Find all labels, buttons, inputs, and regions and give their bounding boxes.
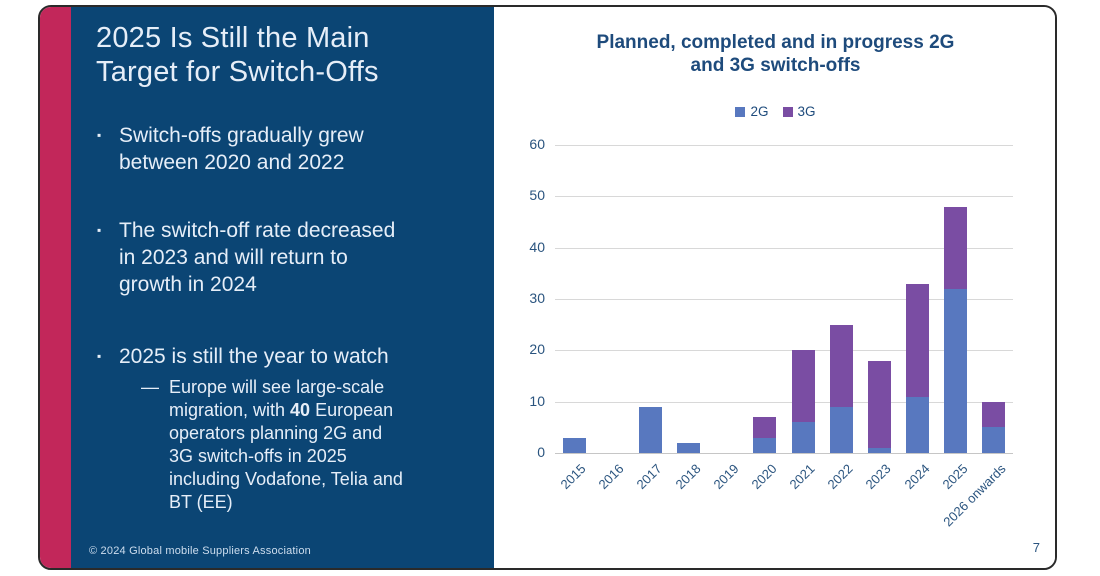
bar-2g-2025 (944, 288, 968, 453)
y-axis-tick-label: 20 (529, 341, 545, 358)
x-axis-tick-label: 2019 (710, 461, 742, 493)
gridline-y20 (555, 350, 1013, 352)
left-panel: 2025 Is Still the Main Target for Switch… (71, 7, 494, 568)
bullet-text: The switch-off rate decreased in 2023 an… (119, 219, 396, 296)
y-axis-tick-label: 30 (529, 290, 545, 306)
y-axis-tick-label: 40 (529, 238, 545, 255)
x-axis-tick-label: 2016 (595, 461, 627, 493)
gridline-y50 (555, 196, 1013, 198)
x-axis-tick-label: 2021 (786, 461, 818, 493)
bar-3g-2023 (867, 360, 891, 448)
bar-3g-2021 (791, 350, 815, 423)
x-axis-tick-label: 2022 (824, 461, 856, 493)
bullet-square-icon: ▪ (97, 223, 102, 237)
bar-3g-2024 (906, 283, 930, 397)
bullet-item-3: ▪ 2025 is still the year to watch (97, 343, 389, 370)
slide-frame: 2025 Is Still the Main Target for Switch… (38, 5, 1057, 570)
legend-label: 2G (750, 104, 769, 119)
bar-3g-2020 (753, 417, 777, 438)
x-axis-tick-label: 2025 (939, 461, 971, 493)
bar-2g-2015 (562, 437, 586, 453)
chart-area: Planned, completed and in progress 2G an… (494, 7, 1055, 568)
bar-2g-2023 (867, 447, 891, 453)
bullet-square-icon: ▪ (97, 128, 102, 142)
bar-2g-2026-onwards (982, 427, 1006, 453)
sub-bullet-text-part1: Europe will see large-scale migration, w… (169, 377, 385, 420)
sub-bullet-item: — Europe will see large-scale migration,… (141, 376, 403, 514)
legend-label: 3G (797, 104, 816, 119)
x-axis-tick-label: 2020 (748, 461, 780, 493)
accent-stripe (40, 7, 71, 568)
gridline-y10 (555, 401, 1013, 403)
copyright-text: © 2024 Global mobile Suppliers Associati… (89, 545, 311, 557)
y-axis-tick-label: 10 (529, 392, 545, 409)
x-axis-tick-label: 2024 (901, 461, 933, 493)
legend-swatch-icon (782, 106, 793, 117)
bullet-text: Switch-offs gradually grew between 2020 … (119, 124, 364, 174)
bar-2g-2018 (677, 442, 701, 453)
chart-plot (555, 145, 1013, 454)
chart-legend: 2G 3G (494, 104, 1055, 119)
bar-2g-2020 (753, 437, 777, 453)
slide-title: 2025 Is Still the Main Target for Switch… (96, 22, 379, 88)
bullet-square-icon: ▪ (97, 349, 102, 363)
bullet-text: 2025 is still the year to watch (119, 345, 389, 368)
bar-2g-2024 (906, 396, 930, 453)
x-axis-tick-label: 2015 (557, 461, 589, 493)
legend-item-2g: 2G (735, 104, 769, 119)
gridline-y30 (555, 299, 1013, 300)
gridline-y40 (555, 247, 1013, 249)
y-axis-tick-label: 0 (537, 444, 545, 460)
bar-2g-2017 (638, 406, 662, 453)
legend-swatch-icon (735, 106, 746, 117)
sub-bullet-text: Europe will see large-scale migration, w… (169, 376, 403, 514)
x-axis-tick-label: 2023 (862, 461, 895, 493)
y-axis-tick-label: 50 (529, 187, 545, 204)
bar-3g-2022 (829, 324, 853, 407)
sub-bullet-bold-number: 40 (290, 400, 311, 420)
bullet-item-1: ▪ Switch-offs gradually grew between 202… (97, 122, 364, 176)
dash-marker: — (141, 377, 159, 397)
legend-item-3g: 3G (782, 104, 816, 119)
y-axis-tick-label: 60 (529, 136, 545, 152)
chart-title: Planned, completed and in progress 2G an… (596, 32, 955, 76)
gridline-y0 (555, 453, 1013, 454)
bar-2g-2022 (829, 406, 853, 453)
bar-3g-2025 (944, 206, 968, 289)
x-axis-tick-label: 2018 (672, 461, 704, 493)
bullet-item-2: ▪ The switch-off rate decreased in 2023 … (97, 217, 395, 298)
page-number: 7 (1032, 540, 1040, 555)
sub-bullet-text-part2: European operators planning 2G and 3G sw… (169, 400, 403, 512)
gridline-y60 (555, 145, 1013, 146)
bar-2g-2021 (791, 422, 815, 453)
x-axis-tick-label: 2017 (633, 461, 666, 493)
bar-3g-2026-onwards (982, 401, 1006, 428)
